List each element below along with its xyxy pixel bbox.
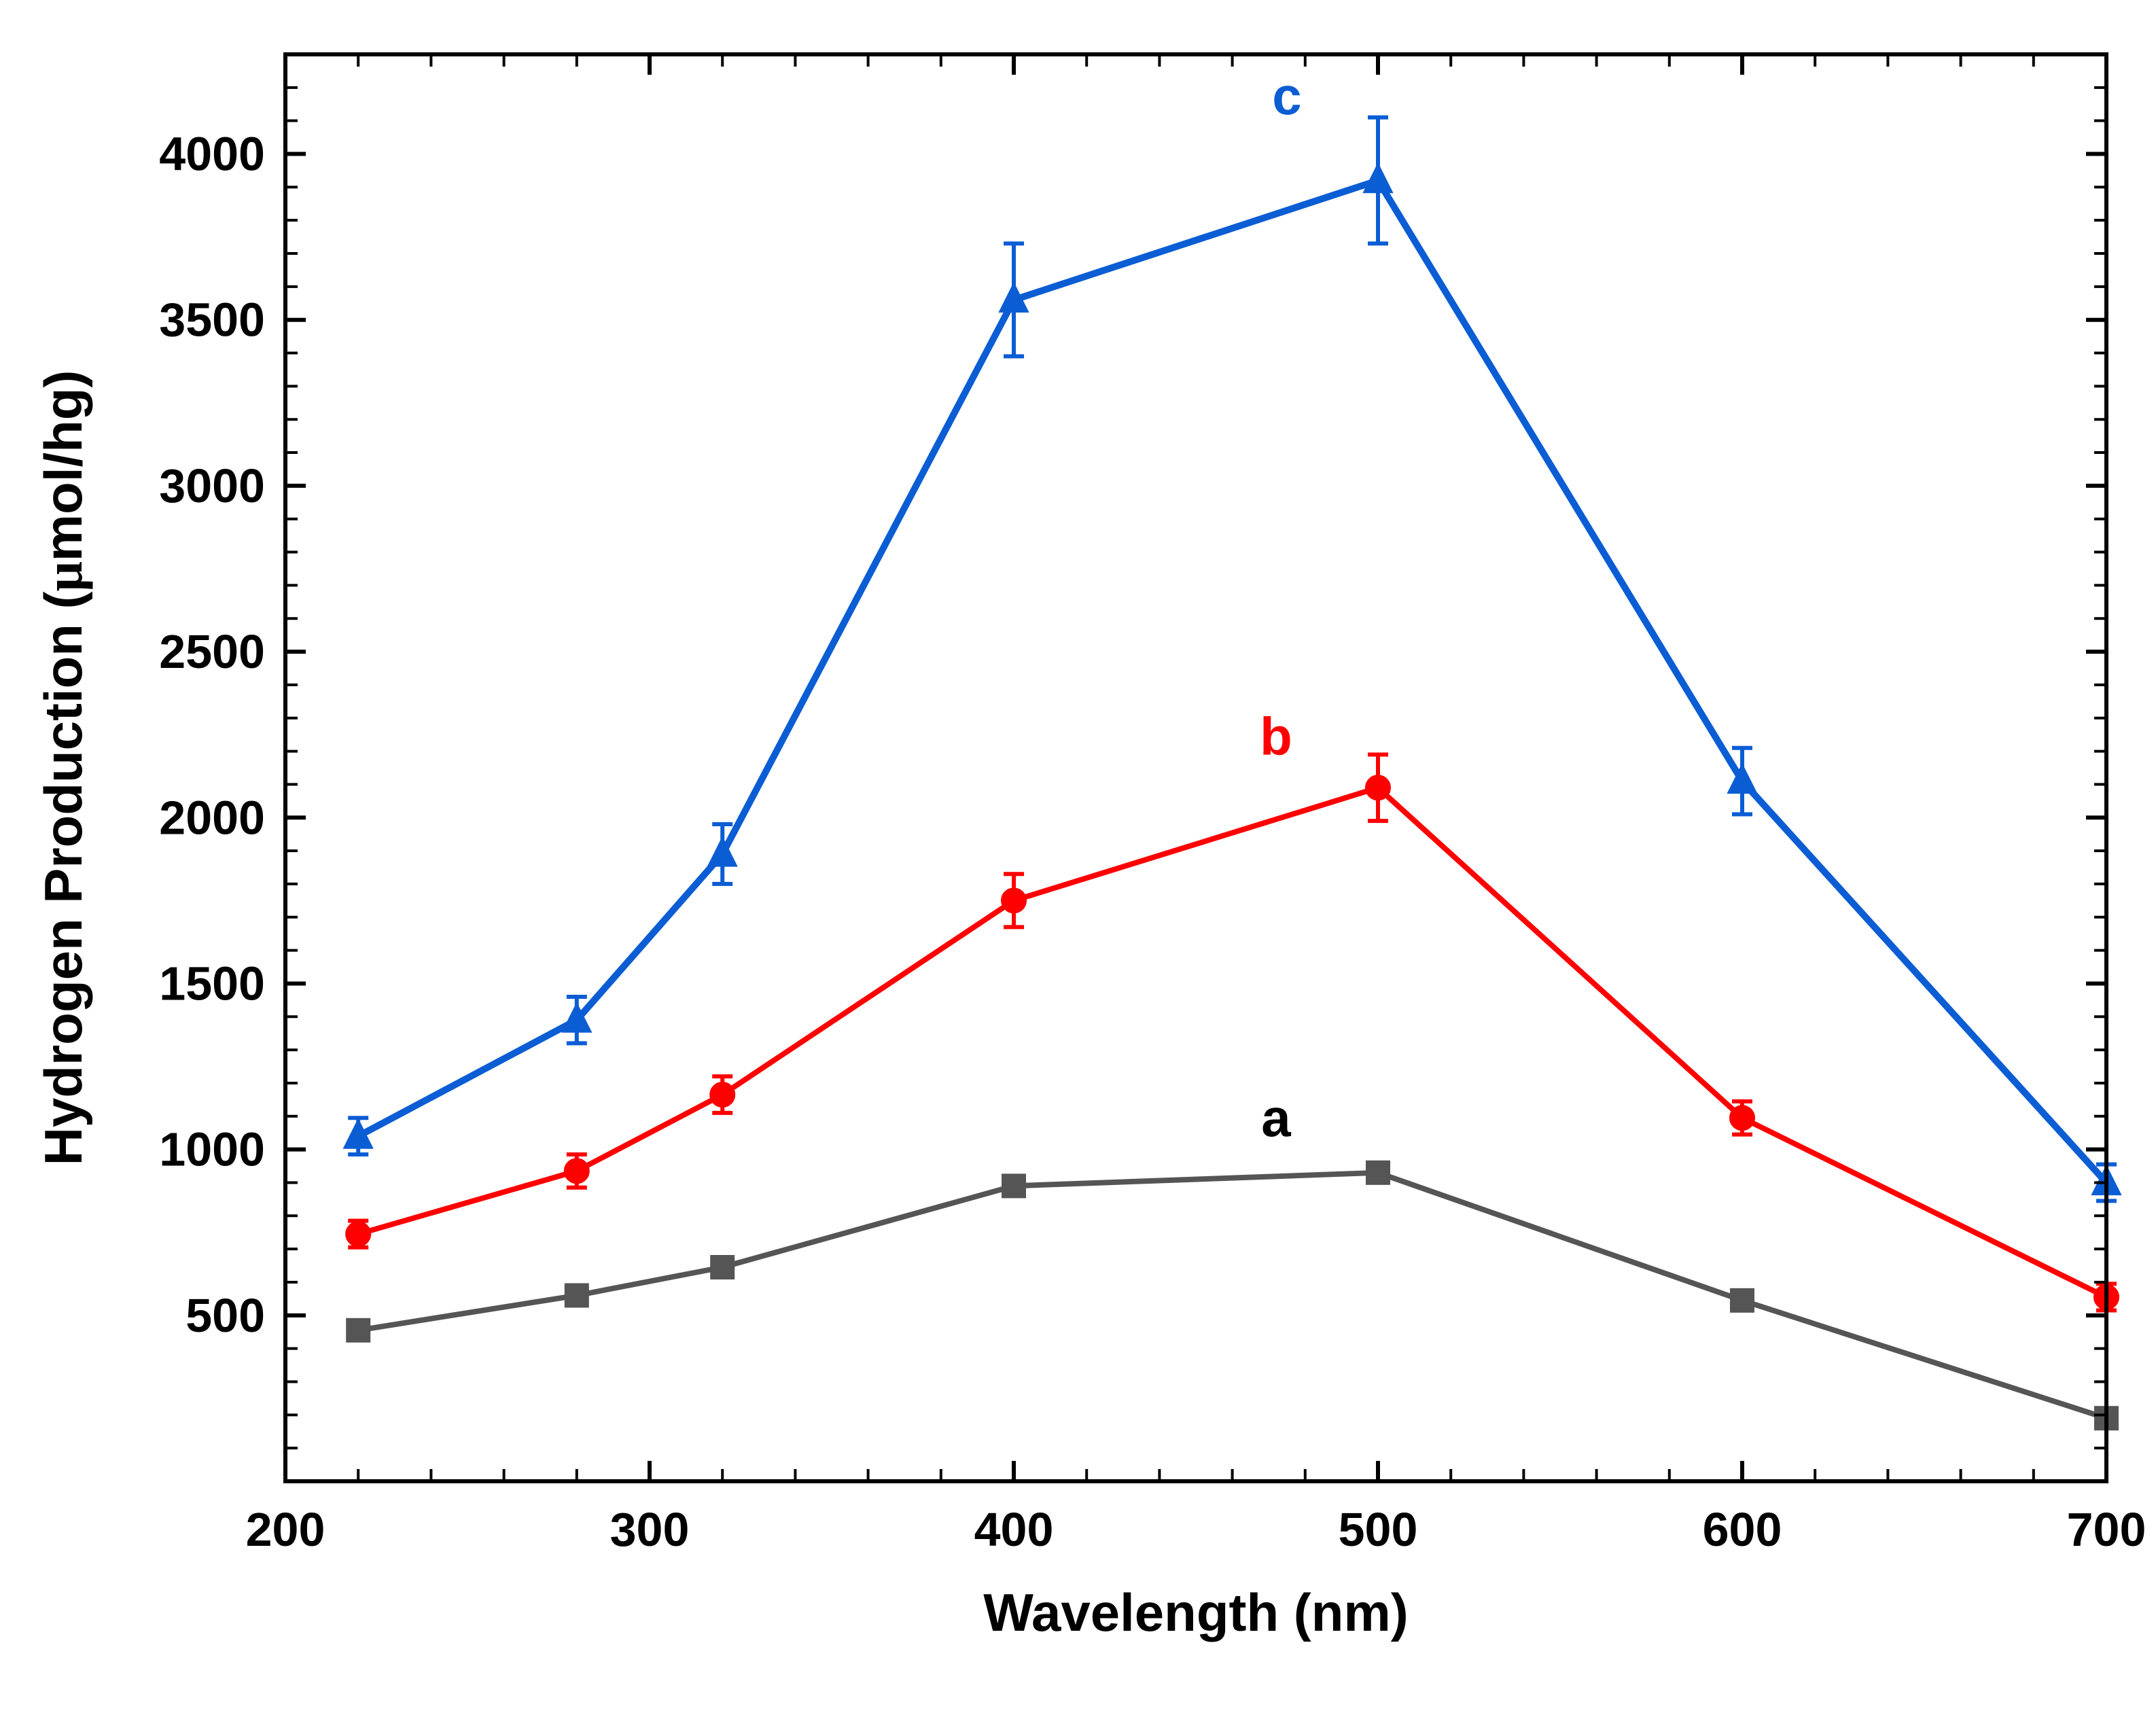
y-axis-label-part: Hydrogen Production ( [33, 591, 93, 1165]
series-b-marker [565, 1159, 589, 1183]
y-tick-label: 1500 [159, 957, 265, 1010]
series-b-marker [346, 1222, 370, 1246]
y-tick-label: 4000 [159, 128, 265, 181]
y-tick-label: 3000 [159, 459, 265, 512]
series-c-label: c [1272, 66, 1301, 126]
series-a-marker [1731, 1289, 1754, 1312]
y-tick-label: 1000 [159, 1123, 265, 1176]
x-tick-label: 300 [610, 1503, 690, 1556]
line-chart: a b c 200 300 400 500 600 700 500 1000 1500 2000 2500… [0, 0, 2156, 1732]
series-a-marker [1002, 1174, 1025, 1197]
y-axis-label-mu: μ [34, 561, 93, 591]
series-a-marker [565, 1284, 588, 1307]
series-b-marker [710, 1082, 735, 1107]
series-b-marker [1730, 1106, 1754, 1130]
series-a-marker [711, 1256, 734, 1279]
y-tick-label: 3500 [159, 294, 265, 347]
series-a-label: a [1261, 1088, 1291, 1148]
y-axis-label: Hydrogen Production (μmol/hg) [33, 370, 93, 1166]
x-tick-label: 200 [246, 1503, 325, 1556]
x-tick-label: 600 [1703, 1503, 1782, 1556]
y-tick-label: 500 [185, 1289, 265, 1342]
y-axis-label-part: mol/hg) [33, 370, 93, 562]
x-tick-label: 400 [974, 1503, 1054, 1556]
chart-container: a b c 200 300 400 500 600 700 500 1000 1500 2000 2500… [0, 0, 2156, 1732]
series-b-marker [1366, 775, 1390, 800]
x-tick-label: 700 [2067, 1503, 2146, 1556]
x-axis-label: Wavelength (nm) [983, 1583, 1408, 1642]
series-a-marker [1366, 1161, 1390, 1184]
series-b-label: b [1260, 706, 1292, 766]
x-tick-label: 500 [1339, 1503, 1418, 1556]
y-tick-label: 2500 [159, 625, 265, 678]
y-tick-label: 2000 [159, 791, 265, 844]
series-b-marker [1002, 888, 1026, 913]
series-a-marker [347, 1319, 370, 1342]
